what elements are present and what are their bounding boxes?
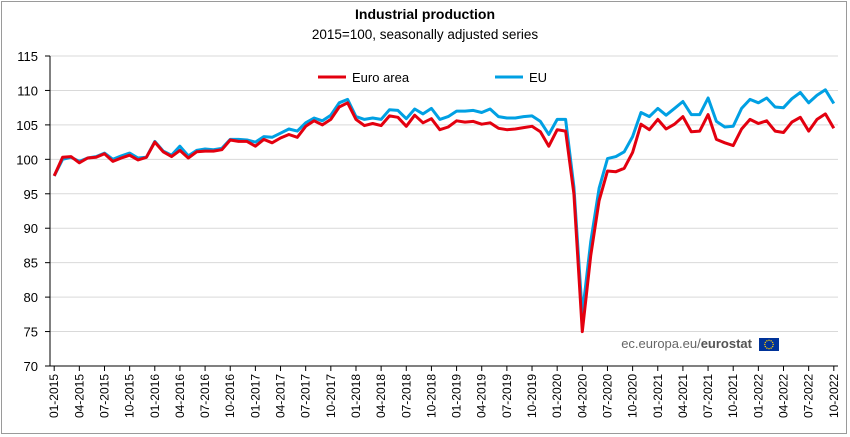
chart-title: Industrial production [355, 6, 495, 22]
y-tick-label: 90 [24, 221, 38, 236]
x-tick-label: 01-2019 [450, 374, 464, 418]
y-tick-label: 70 [24, 359, 38, 374]
x-tick-label: 04-2020 [575, 374, 589, 418]
x-tick-label: 10-2015 [123, 374, 137, 418]
x-tick-label: 07-2018 [399, 374, 413, 418]
y-tick-label: 105 [16, 118, 38, 133]
x-tick-label: 04-2018 [374, 374, 388, 418]
x-tick-label: 04-2015 [72, 374, 86, 418]
x-axis-ticks: 01-2015 04-2015 07-2015 10-2015 01-2016 04-20… [47, 366, 841, 418]
source-credit: ec.europa.eu/eurostat [621, 336, 779, 351]
y-tick-label: 85 [24, 256, 38, 271]
x-tick-label: 04-2017 [274, 374, 288, 418]
y-tick-label: 115 [17, 49, 38, 64]
x-tick-label: 04-2016 [173, 374, 187, 418]
x-tick-label: 07-2019 [500, 374, 514, 418]
x-tick-label: 07-2016 [198, 374, 212, 418]
x-tick-label: 10-2018 [424, 374, 438, 418]
chart-subtitle: 2015=100, seasonally adjusted series [311, 27, 539, 42]
x-tick-label: 10-2016 [223, 374, 237, 418]
x-tick-label: 07-2021 [701, 374, 715, 418]
series-line-euro-area [52, 101, 836, 334]
source-domain: ec.europa.eu/ [621, 336, 701, 351]
legend-label: EU [529, 70, 547, 85]
series-line-eu [52, 88, 836, 316]
x-tick-label: 01-2016 [148, 374, 162, 418]
x-tick-label: 10-2017 [324, 374, 338, 418]
x-tick-label: 04-2022 [777, 374, 791, 418]
x-tick-label: 01-2018 [349, 374, 363, 418]
x-tick-label: 01-2015 [47, 374, 61, 418]
x-tick-label: 10-2021 [726, 374, 740, 418]
legend: Euro area EU [318, 70, 547, 85]
y-tick-label: 80 [24, 290, 38, 305]
y-tick-label: 95 [24, 187, 38, 202]
x-tick-label: 01-2020 [550, 374, 564, 418]
source-text: ec.europa.eu/eurostat [621, 336, 752, 351]
x-tick-label: 10-2019 [525, 374, 539, 418]
x-tick-label: 10-2022 [827, 374, 841, 418]
y-axis-ticks: 70 75 80 85 90 95 100 105 110 115 [16, 49, 50, 374]
x-tick-label: 01-2021 [651, 374, 665, 418]
x-tick-label: 07-2020 [600, 374, 614, 418]
eu-flag-icon [759, 338, 779, 351]
y-tick-label: 100 [16, 152, 38, 167]
x-tick-label: 01-2022 [751, 374, 765, 418]
x-tick-label: 04-2021 [676, 374, 690, 418]
x-tick-label: 10-2020 [626, 374, 640, 418]
x-tick-label: 01-2017 [248, 374, 262, 418]
x-tick-label: 07-2017 [299, 374, 313, 418]
axes [49, 56, 838, 367]
x-tick-label: 07-2022 [802, 374, 816, 418]
y-tick-label: 110 [17, 83, 38, 98]
x-tick-label: 07-2015 [97, 374, 111, 418]
source-eurostat: eurostat [701, 336, 753, 351]
grid-lines [50, 55, 838, 333]
x-tick-label: 04-2019 [475, 374, 489, 418]
y-tick-label: 75 [24, 325, 38, 340]
series-lines [52, 88, 836, 334]
legend-label: Euro area [352, 70, 410, 85]
